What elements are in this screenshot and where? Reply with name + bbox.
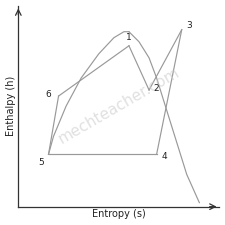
Text: 1: 1 — [126, 33, 132, 42]
Text: 2: 2 — [154, 83, 159, 92]
Text: mechteacher.com: mechteacher.com — [56, 65, 182, 147]
Text: 6: 6 — [46, 90, 51, 99]
X-axis label: Entropy (s): Entropy (s) — [92, 209, 146, 219]
Y-axis label: Enthalpy (h): Enthalpy (h) — [6, 76, 16, 136]
Text: 5: 5 — [38, 158, 44, 167]
Text: 4: 4 — [161, 152, 167, 161]
Text: 3: 3 — [186, 21, 192, 30]
